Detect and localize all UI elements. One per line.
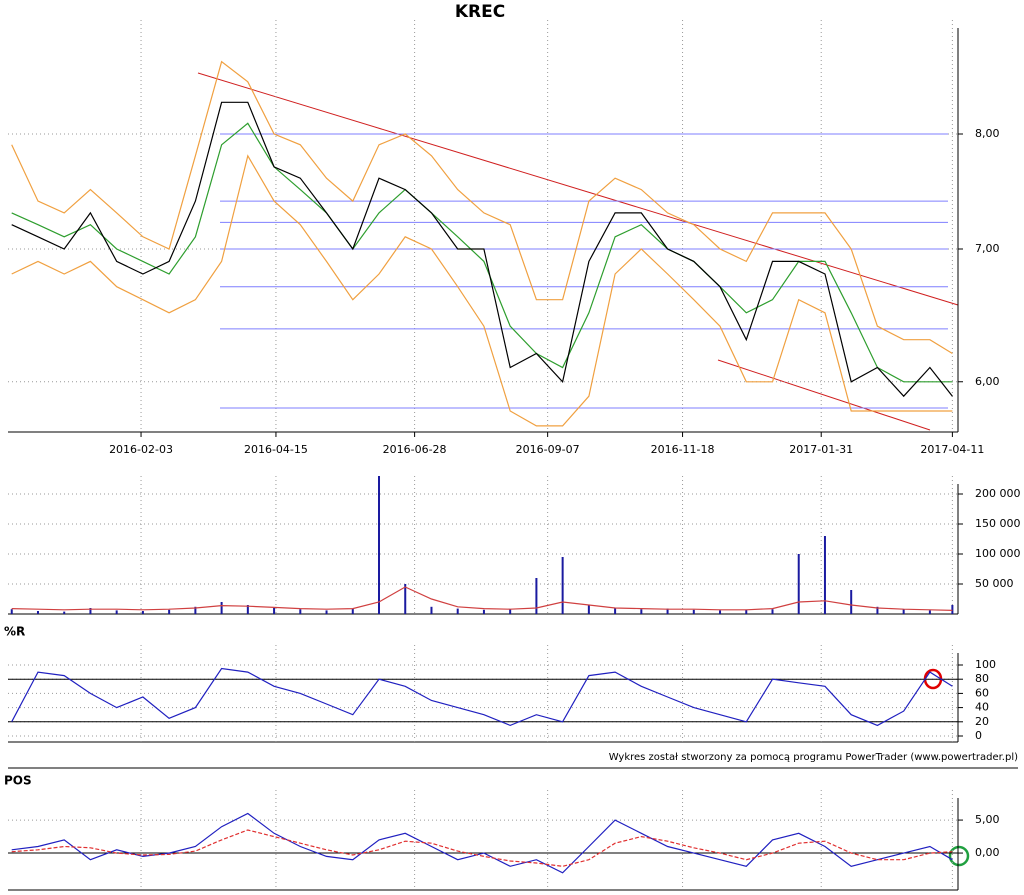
y-tick-label: 60	[975, 686, 989, 699]
y-tick-label: 100 000	[975, 547, 1021, 560]
series-line	[11, 812, 953, 874]
volume-bar	[168, 609, 171, 614]
series-line	[11, 122, 953, 383]
volume-bar	[299, 609, 302, 614]
volume-bar	[902, 609, 905, 614]
x-tick-label: 2016-02-03	[109, 443, 173, 456]
volume-bar	[378, 476, 381, 614]
y-tick-label: 200 000	[975, 487, 1021, 500]
trend-line	[197, 72, 959, 306]
y-tick-label: 0,00	[975, 846, 1000, 859]
series-line	[11, 586, 953, 611]
series-line	[11, 60, 953, 355]
x-tick-label: 2016-11-18	[651, 443, 715, 456]
y-tick-label: 8,00	[975, 127, 1000, 140]
volume-bar	[10, 609, 13, 614]
chart-title: KREC	[455, 2, 505, 22]
volume-bar	[640, 609, 643, 614]
volume-bar	[561, 557, 564, 614]
y-tick-label: 150 000	[975, 517, 1021, 530]
volume-bar	[325, 610, 328, 614]
highlight-circle	[948, 845, 970, 867]
volume-bar	[666, 608, 669, 614]
volume-bar	[115, 610, 118, 614]
volume-bar	[63, 611, 66, 614]
volume-bar	[745, 609, 748, 614]
x-tick-label: 2017-04-11	[920, 443, 984, 456]
volume-bar	[220, 602, 223, 614]
y-tick-label: 80	[975, 672, 989, 685]
series-line	[11, 829, 953, 867]
volume-bar	[351, 608, 354, 614]
volume-bar	[614, 608, 617, 614]
volume-bar	[141, 611, 144, 614]
volume-bar	[719, 610, 722, 614]
volume-bar	[797, 554, 800, 614]
y-tick-label: 0	[975, 729, 982, 742]
footer: Wykres został stworzony za pomocą progra…	[609, 752, 1018, 763]
panel-title: POS	[4, 774, 32, 788]
x-tick-label: 2016-09-07	[516, 443, 580, 456]
volume-bar	[823, 536, 826, 614]
series-line	[11, 154, 953, 427]
y-tick-label: 5,00	[975, 813, 1000, 826]
volume-bar	[951, 605, 954, 614]
volume-bar	[771, 609, 774, 614]
volume-bar	[928, 610, 931, 614]
volume-bar	[404, 584, 407, 614]
volume-bar	[850, 590, 853, 614]
y-tick-label: 6,00	[975, 375, 1000, 388]
volume-bar	[692, 609, 695, 614]
volume-bar	[246, 605, 249, 614]
volume-bar	[456, 608, 459, 614]
x-tick-label: 2016-06-28	[383, 443, 447, 456]
volume-bar	[876, 606, 879, 614]
volume-bar	[194, 606, 197, 614]
volume-bar	[587, 605, 590, 614]
volume-bar	[535, 578, 538, 614]
panel-title: %R	[4, 625, 25, 639]
series-line	[11, 101, 953, 398]
volume-bar	[36, 611, 39, 614]
y-tick-label: 20	[975, 715, 989, 728]
y-tick-label: 40	[975, 701, 989, 714]
volume-bar	[89, 608, 92, 614]
volume-bar	[509, 609, 512, 614]
x-tick-label: 2017-01-31	[789, 443, 853, 456]
y-tick-label: 50 000	[975, 577, 1014, 590]
y-tick-label: 100	[975, 658, 996, 671]
volume-bar	[482, 609, 485, 614]
series-line	[11, 667, 953, 727]
x-tick-label: 2016-04-15	[244, 443, 308, 456]
trend-line	[717, 359, 931, 431]
y-tick-label: 7,00	[975, 242, 1000, 255]
volume-bar	[273, 608, 276, 614]
volume-bar	[430, 606, 433, 614]
